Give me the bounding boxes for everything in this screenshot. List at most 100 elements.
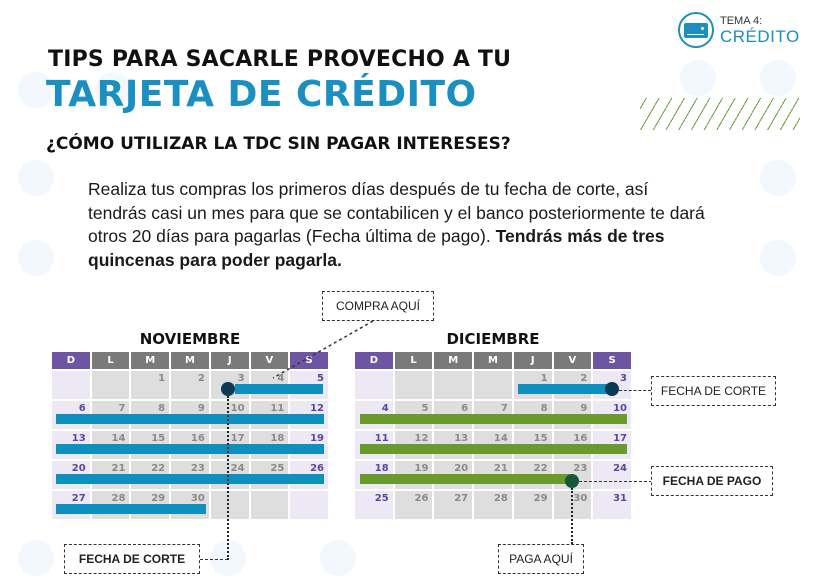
day-number: 9 [580,403,588,414]
background-dot [680,60,716,96]
day-number: 6 [461,403,469,414]
weekday-label: S [593,352,631,369]
weekday-label: L [394,352,433,369]
weekday-label: M [131,352,170,369]
day-number: 20 [71,463,86,474]
topic-badge: TEMA 4: CRÉDITO [678,12,800,48]
callout-fecha-pago: FECHA DE PAGO [651,466,773,496]
weekday-label: J [513,352,552,369]
day-number: 2 [580,373,588,384]
day-number: 27 [454,493,469,504]
purchase-period-bar [235,384,323,394]
credit-card-icon [678,12,714,48]
calendar-day-cell: 26 [394,491,433,519]
weekday-label: V [250,352,289,369]
calendar-day-cell [474,371,512,399]
background-dot [18,72,54,108]
day-number: 11 [374,433,389,444]
cut-date-marker [221,382,235,396]
day-number: 25 [374,493,389,504]
day-number: 17 [230,433,245,444]
calendar-day-cell [394,371,433,399]
payment-period-bar [360,444,627,454]
day-number: 13 [71,433,86,444]
calendar-day-cell: 29 [513,491,552,519]
day-number: 8 [158,403,166,414]
day-number: 13 [454,433,469,444]
calendar-day-cell [250,491,289,519]
body-bold-text: Tendrás más de tres quincenas para poder… [88,226,665,270]
day-number: 18 [374,463,389,474]
connector-line [227,396,229,560]
decorative-hatch [640,98,800,130]
day-number: 22 [151,463,166,474]
calendar-day-cell: 1 [131,371,170,399]
payment-date-marker [565,474,579,488]
day-number: 5 [317,373,324,384]
day-number: 6 [78,403,86,414]
day-number: 2 [197,373,205,384]
day-number: 29 [151,493,166,504]
body-text: Realiza tus compras los primeros días de… [88,179,705,246]
weekday-label: M [171,352,209,369]
day-number: 28 [111,493,126,504]
connector-line [579,481,652,482]
callout-paga-aqui: PAGA AQUÍ [498,544,584,574]
day-number: 15 [151,433,166,444]
weekday-label: D [355,352,393,369]
background-dot [320,540,356,576]
day-number: 1 [540,373,548,384]
background-dot [760,160,796,196]
day-number: 17 [613,433,627,444]
day-number: 28 [493,493,508,504]
weekday-label: D [52,352,90,369]
background-dot [760,60,796,96]
weekday-label: M [474,352,512,369]
day-number: 24 [613,463,627,474]
day-number: 10 [613,403,627,414]
day-number: 12 [414,433,429,444]
callout-fecha-corte-right: FECHA DE CORTE [651,376,776,406]
calendar-day-cell: 27 [434,491,473,519]
day-number: 20 [454,463,469,474]
day-number: 14 [493,433,508,444]
calendar-day-cell [52,371,90,399]
purchase-period-bar [56,414,324,424]
day-number: 26 [414,493,429,504]
day-number: 25 [270,463,285,474]
day-number: 19 [414,463,429,474]
day-number: 30 [573,493,588,504]
weekday-label: V [553,352,592,369]
day-number: 21 [493,463,508,474]
purchase-period-bar [518,384,614,394]
connector-line [200,559,228,560]
day-number: 16 [573,433,588,444]
day-number: 16 [190,433,205,444]
weekday-label: J [210,352,249,369]
calendar-day-cell: 25 [355,491,393,519]
day-number: 14 [111,433,126,444]
day-number: 3 [237,373,245,384]
day-number: 1 [158,373,166,384]
payment-period-bar [360,414,627,424]
day-number: 4 [381,403,389,414]
day-number: 9 [197,403,205,414]
day-number: 3 [620,373,627,384]
day-number: 4 [277,373,285,384]
calendar-day-cell: 31 [593,491,631,519]
day-number: 10 [230,403,245,414]
background-dot [18,160,54,196]
day-number: 12 [310,403,324,414]
month-title-december: DICIEMBRE [446,330,540,348]
day-number: 26 [310,463,324,474]
page-title-line2: TARJETA DE CRÉDITO [46,74,477,115]
weekday-label: S [290,352,328,369]
purchase-period-bar [56,444,324,454]
calendar-day-cell: 2 [171,371,209,399]
day-number: 11 [270,403,285,414]
day-number: 19 [310,433,324,444]
section-subtitle: ¿CÓMO UTILIZAR LA TDC SIN PAGAR INTERESE… [46,134,511,154]
day-number: 22 [533,463,548,474]
calendar-day-cell [434,371,473,399]
background-dot [760,240,796,276]
